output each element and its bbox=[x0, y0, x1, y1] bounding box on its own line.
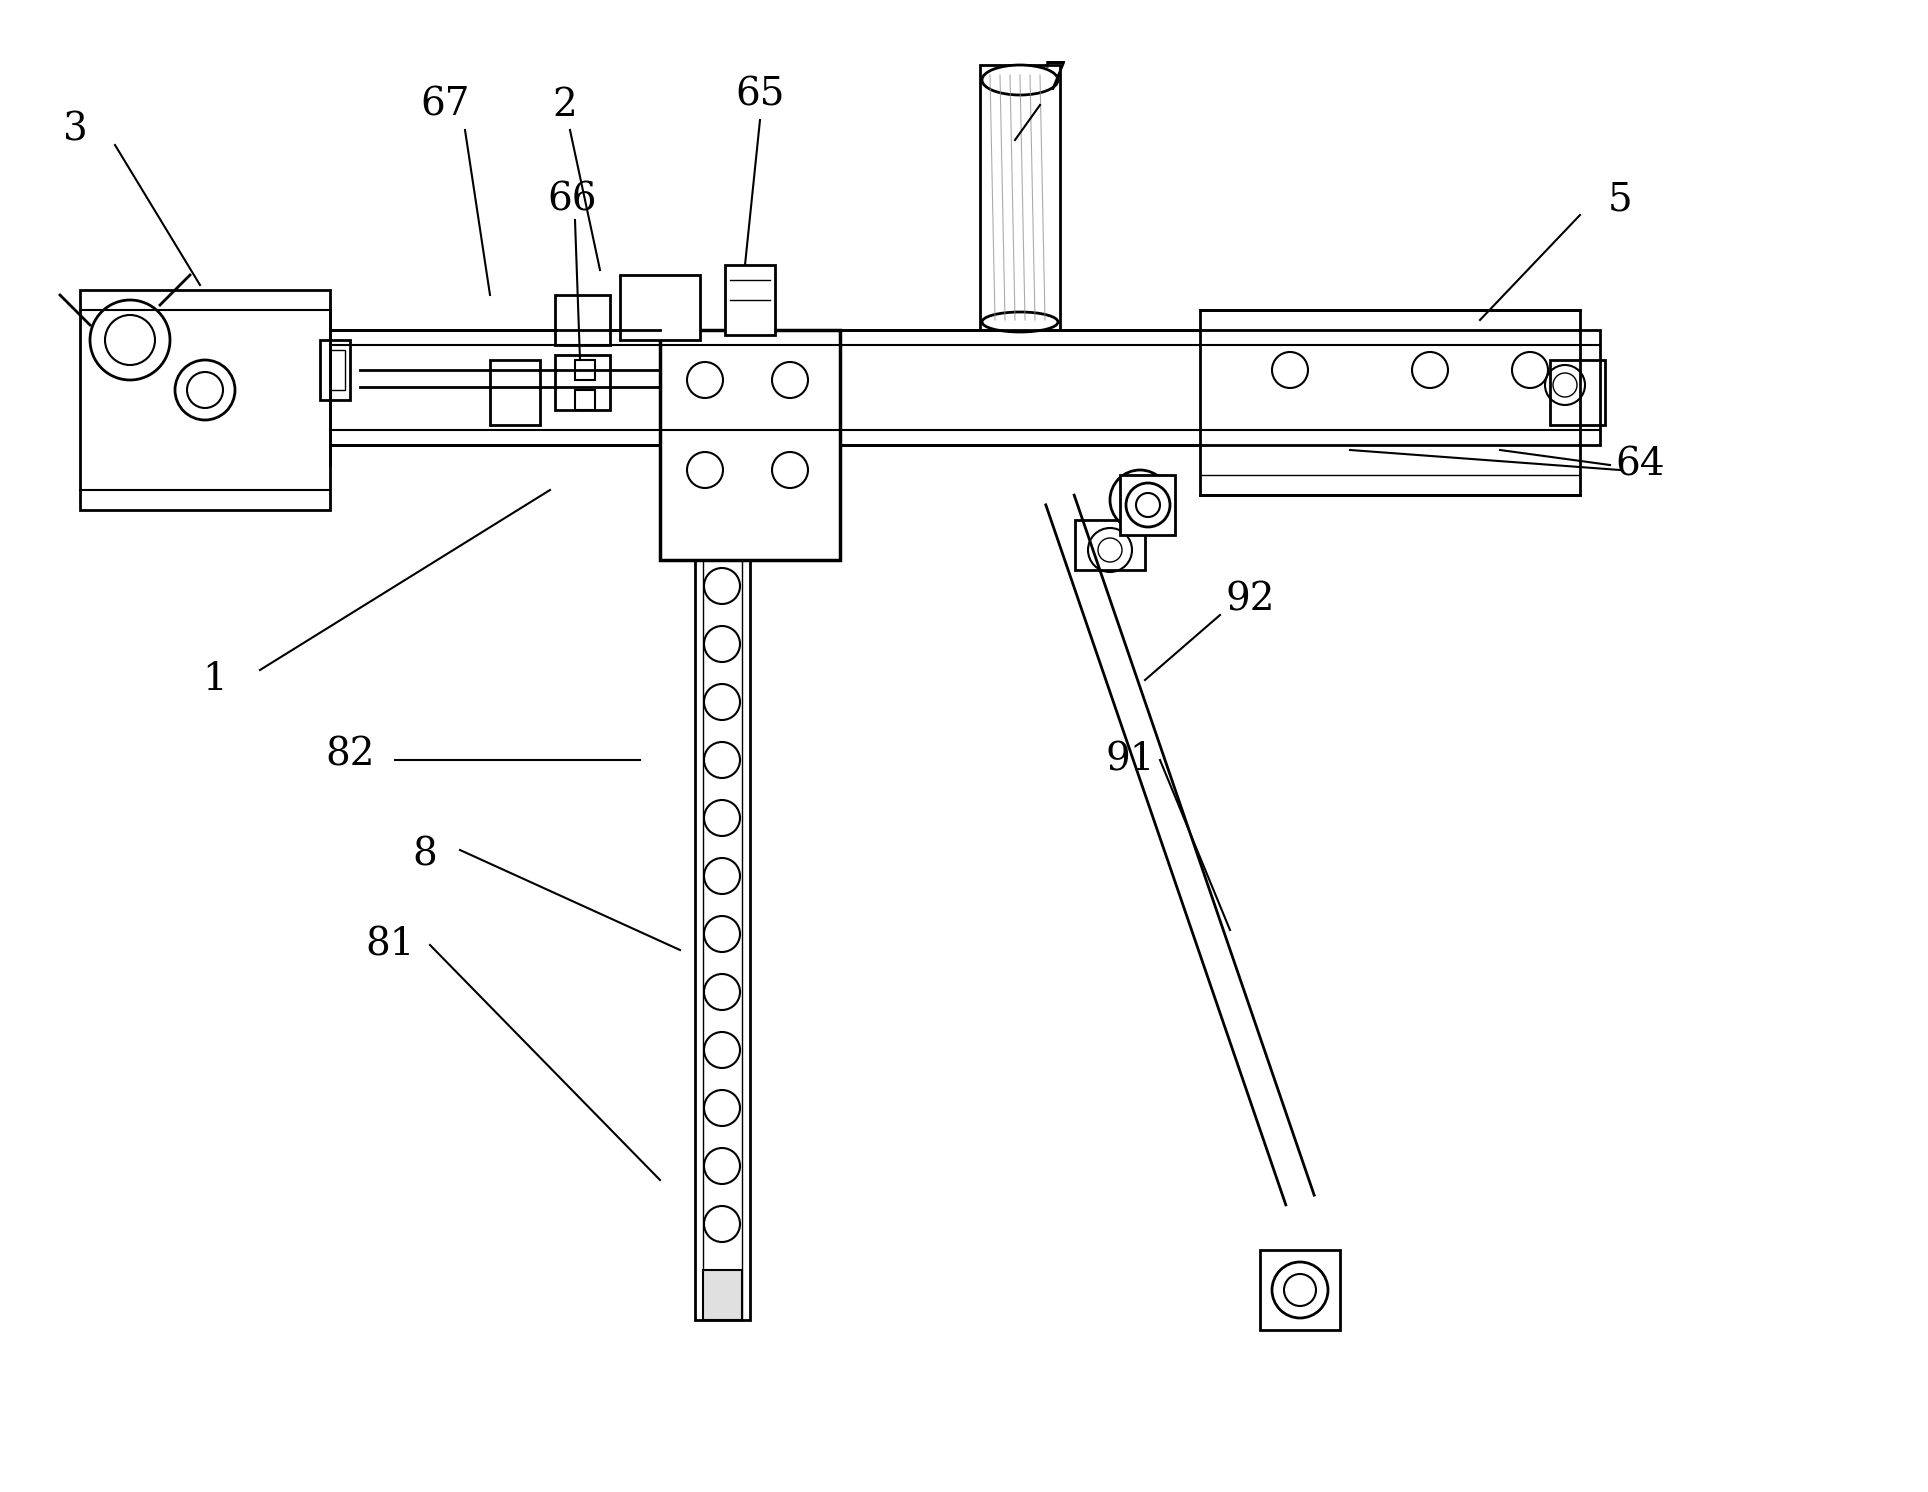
Text: 92: 92 bbox=[1226, 582, 1274, 619]
Text: 66: 66 bbox=[548, 182, 598, 218]
Text: 67: 67 bbox=[420, 87, 470, 124]
Text: 3: 3 bbox=[62, 112, 87, 149]
Bar bbox=[1076, 521, 1145, 570]
Text: 82: 82 bbox=[326, 737, 374, 773]
Text: 65: 65 bbox=[735, 76, 785, 113]
Text: 2: 2 bbox=[553, 87, 576, 124]
Bar bbox=[490, 360, 540, 425]
Text: 5: 5 bbox=[1608, 182, 1633, 218]
Bar bbox=[575, 360, 596, 380]
Bar bbox=[725, 266, 775, 336]
Bar bbox=[1261, 1250, 1340, 1329]
Text: 91: 91 bbox=[1105, 742, 1155, 779]
Text: 1: 1 bbox=[202, 661, 228, 698]
Bar bbox=[79, 289, 330, 510]
Bar bbox=[330, 351, 345, 389]
Bar bbox=[575, 389, 596, 410]
Bar bbox=[621, 275, 700, 340]
Text: 8: 8 bbox=[413, 837, 438, 873]
Bar bbox=[1199, 310, 1581, 495]
Ellipse shape bbox=[981, 312, 1058, 333]
Text: 81: 81 bbox=[364, 927, 415, 964]
Bar bbox=[320, 340, 351, 400]
Ellipse shape bbox=[981, 66, 1058, 95]
Bar bbox=[694, 430, 750, 1320]
Bar bbox=[330, 330, 1600, 445]
Text: 7: 7 bbox=[1043, 61, 1068, 98]
Bar bbox=[1550, 360, 1604, 425]
Bar bbox=[704, 1270, 742, 1320]
Text: 64: 64 bbox=[1616, 446, 1664, 483]
Bar bbox=[979, 66, 1060, 330]
Bar bbox=[1120, 474, 1174, 536]
Bar bbox=[555, 355, 609, 410]
Bar bbox=[659, 330, 841, 560]
Bar bbox=[555, 295, 609, 345]
Bar bbox=[704, 430, 742, 1320]
